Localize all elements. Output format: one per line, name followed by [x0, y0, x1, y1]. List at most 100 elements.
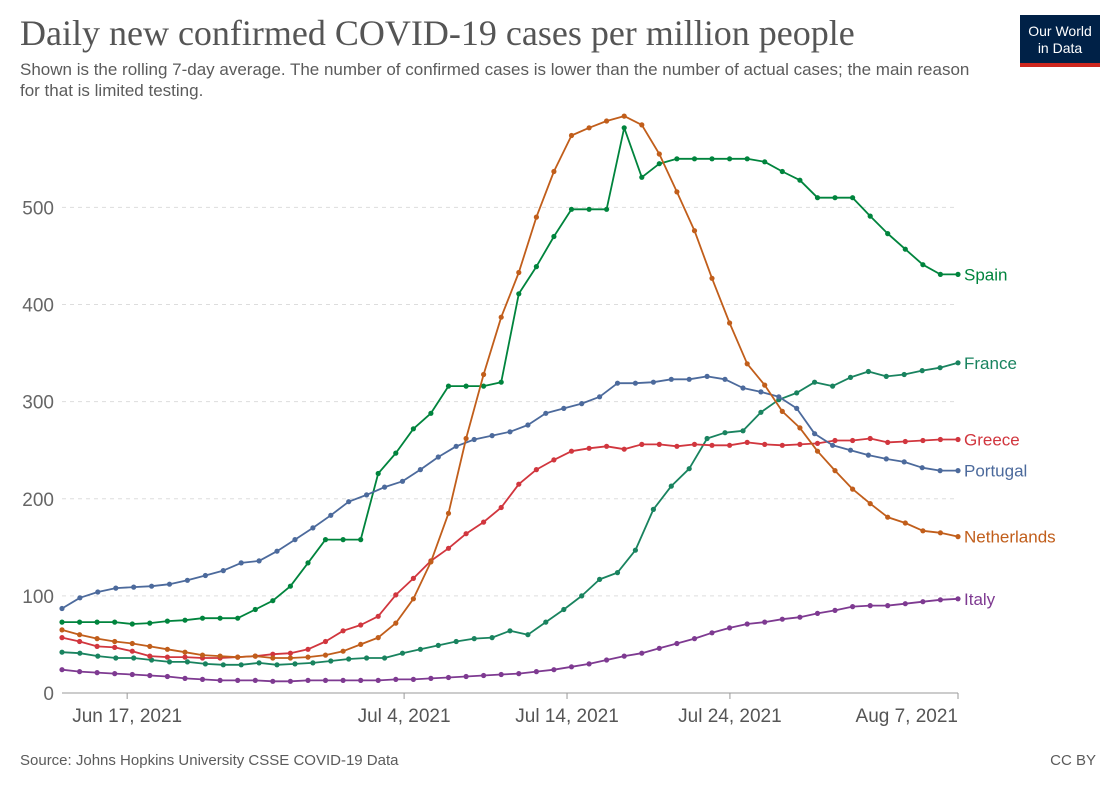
- series-spain[interactable]: [59, 125, 961, 627]
- data-point-portugal[interactable]: [561, 405, 567, 411]
- data-point-spain[interactable]: [77, 619, 83, 625]
- data-point-portugal[interactable]: [149, 583, 155, 589]
- data-point-greece[interactable]: [375, 613, 381, 619]
- data-point-spain[interactable]: [727, 156, 733, 162]
- data-point-greece[interactable]: [77, 638, 83, 645]
- data-point-spain[interactable]: [797, 177, 803, 183]
- data-point-netherlands[interactable]: [937, 530, 944, 536]
- data-point-italy[interactable]: [147, 672, 153, 679]
- data-point-portugal[interactable]: [166, 581, 173, 587]
- data-point-netherlands[interactable]: [94, 636, 100, 642]
- data-point-italy[interactable]: [199, 676, 206, 683]
- data-point-portugal[interactable]: [955, 468, 961, 474]
- data-point-greece[interactable]: [305, 646, 311, 652]
- data-point-netherlands[interactable]: [217, 653, 223, 659]
- data-point-spain[interactable]: [604, 206, 610, 212]
- data-point-netherlands[interactable]: [428, 559, 434, 565]
- series-italy[interactable]: [59, 596, 961, 684]
- data-point-italy[interactable]: [604, 657, 610, 663]
- data-point-italy[interactable]: [112, 671, 118, 677]
- data-point-netherlands[interactable]: [358, 641, 364, 648]
- data-point-france[interactable]: [525, 632, 531, 638]
- data-point-portugal[interactable]: [382, 484, 388, 490]
- data-point-spain[interactable]: [182, 617, 188, 623]
- data-point-france[interactable]: [668, 483, 674, 489]
- data-point-portugal[interactable]: [328, 512, 334, 518]
- data-point-greece[interactable]: [498, 504, 504, 511]
- data-point-italy[interactable]: [937, 597, 944, 603]
- data-point-portugal[interactable]: [543, 410, 549, 416]
- data-point-greece[interactable]: [410, 575, 416, 582]
- data-point-spain[interactable]: [112, 619, 118, 625]
- data-point-france[interactable]: [579, 593, 585, 599]
- data-point-portugal[interactable]: [471, 436, 477, 443]
- data-point-netherlands[interactable]: [586, 125, 592, 131]
- data-point-italy[interactable]: [393, 676, 399, 683]
- data-point-portugal[interactable]: [758, 389, 764, 395]
- data-point-greece[interactable]: [112, 644, 118, 651]
- data-point-greece[interactable]: [709, 442, 715, 448]
- data-point-greece[interactable]: [322, 638, 329, 645]
- data-point-netherlands[interactable]: [709, 275, 715, 281]
- data-point-greece[interactable]: [516, 481, 522, 487]
- data-point-portugal[interactable]: [812, 431, 818, 437]
- data-point-netherlands[interactable]: [77, 632, 83, 638]
- data-point-greece[interactable]: [551, 457, 557, 463]
- data-point-greece[interactable]: [832, 437, 838, 444]
- data-point-italy[interactable]: [305, 677, 311, 684]
- our-world-in-data-logo[interactable]: Our World in Data: [1020, 15, 1100, 67]
- data-point-france[interactable]: [632, 547, 639, 553]
- data-point-france[interactable]: [113, 655, 119, 661]
- data-point-italy[interactable]: [516, 671, 522, 677]
- data-point-spain[interactable]: [814, 195, 821, 201]
- data-point-france[interactable]: [919, 368, 925, 374]
- data-point-italy[interactable]: [902, 601, 908, 607]
- data-point-netherlands[interactable]: [920, 528, 926, 534]
- data-point-portugal[interactable]: [59, 605, 65, 612]
- data-point-portugal[interactable]: [919, 465, 925, 471]
- data-point-netherlands[interactable]: [129, 640, 135, 647]
- data-point-spain[interactable]: [287, 583, 293, 589]
- data-point-netherlands[interactable]: [885, 514, 891, 520]
- data-point-greece[interactable]: [885, 439, 891, 445]
- data-point-portugal[interactable]: [113, 585, 119, 591]
- data-point-portugal[interactable]: [274, 548, 280, 554]
- data-point-france[interactable]: [95, 653, 101, 659]
- data-point-greece[interactable]: [568, 448, 575, 454]
- data-point-greece[interactable]: [481, 519, 487, 525]
- data-point-france[interactable]: [328, 658, 334, 664]
- data-point-portugal[interactable]: [256, 558, 262, 564]
- data-point-greece[interactable]: [902, 438, 908, 445]
- data-point-greece[interactable]: [129, 648, 135, 654]
- data-point-france[interactable]: [292, 661, 298, 667]
- data-point-italy[interactable]: [358, 677, 364, 684]
- data-point-portugal[interactable]: [830, 442, 836, 448]
- data-point-spain[interactable]: [199, 615, 206, 621]
- series-greece[interactable]: [59, 435, 961, 661]
- data-point-greece[interactable]: [762, 441, 768, 447]
- data-point-italy[interactable]: [498, 671, 504, 678]
- data-point-netherlands[interactable]: [445, 510, 452, 516]
- data-point-greece[interactable]: [340, 628, 346, 634]
- data-point-france[interactable]: [346, 656, 352, 662]
- data-point-france[interactable]: [184, 659, 190, 665]
- data-point-spain[interactable]: [937, 271, 944, 277]
- data-point-netherlands[interactable]: [481, 371, 487, 378]
- data-point-greece[interactable]: [270, 651, 276, 657]
- data-point-france[interactable]: [597, 576, 603, 583]
- data-point-italy[interactable]: [252, 677, 258, 684]
- data-point-france[interactable]: [453, 638, 459, 645]
- data-point-netherlands[interactable]: [832, 468, 838, 474]
- data-point-italy[interactable]: [428, 675, 434, 682]
- data-point-italy[interactable]: [217, 677, 223, 684]
- data-point-spain[interactable]: [902, 246, 908, 252]
- data-point-netherlands[interactable]: [340, 648, 346, 654]
- data-point-netherlands[interactable]: [147, 643, 153, 650]
- data-point-france[interactable]: [561, 606, 567, 613]
- data-point-france[interactable]: [704, 435, 710, 442]
- data-point-italy[interactable]: [709, 630, 715, 636]
- data-point-spain[interactable]: [358, 537, 364, 543]
- data-point-portugal[interactable]: [507, 429, 513, 435]
- series-netherlands[interactable]: [59, 113, 961, 661]
- data-point-italy[interactable]: [885, 603, 891, 609]
